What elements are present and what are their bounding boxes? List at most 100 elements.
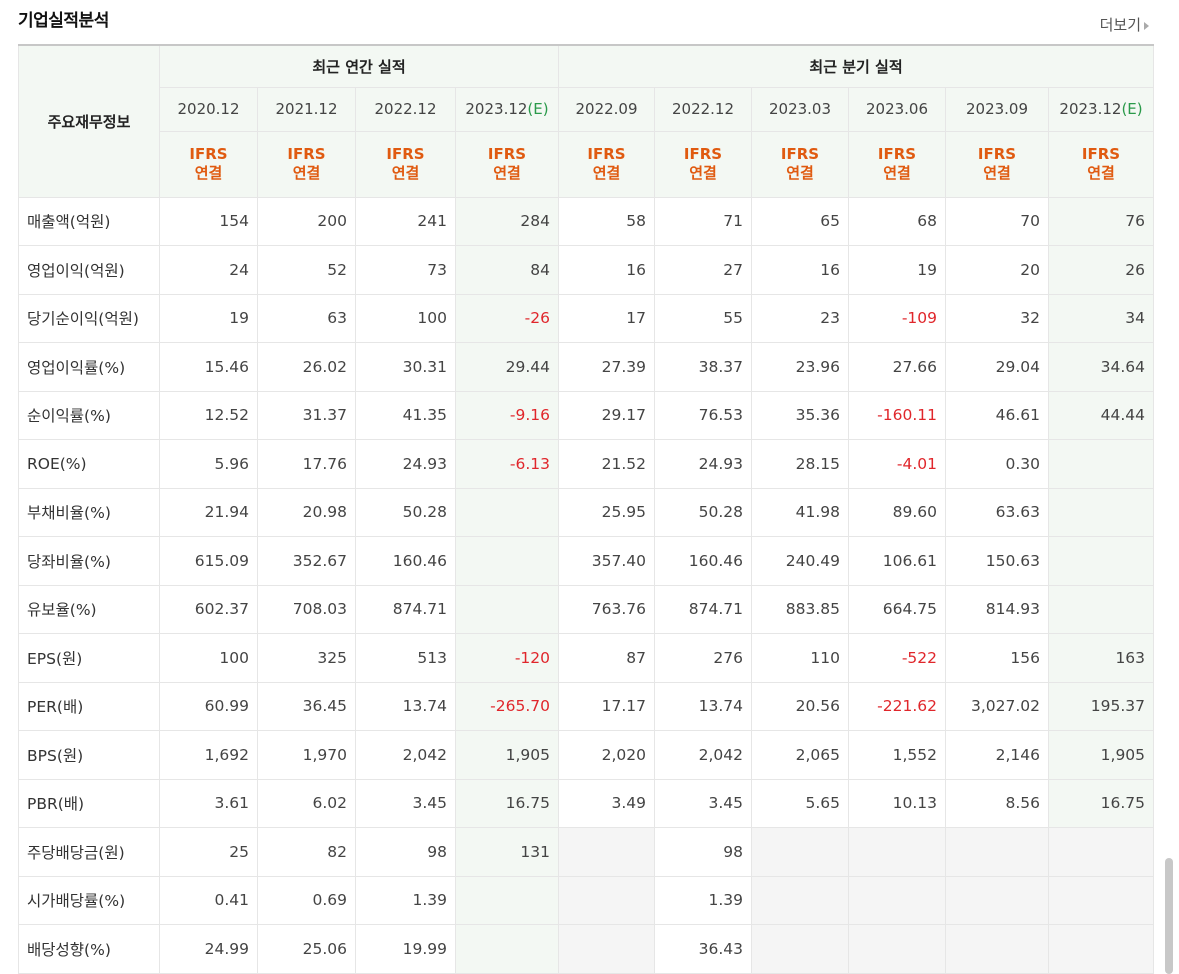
more-label: 더보기 <box>1099 16 1141 34</box>
table-cell: 0.41 <box>159 875 258 925</box>
ifrs-text: IFRS <box>780 145 820 163</box>
table-cell: 82 <box>257 827 356 877</box>
table-cell: 21.94 <box>159 487 258 537</box>
ifrs-text: IFRS <box>587 145 626 163</box>
table-cell: 27.39 <box>558 342 655 392</box>
table-cell: 38.37 <box>654 342 752 392</box>
table-cell: 883.85 <box>751 584 849 634</box>
table-cell <box>751 875 849 925</box>
table-cell <box>455 584 559 634</box>
table-cell: 3.45 <box>654 778 752 828</box>
table-cell: 21.52 <box>558 439 655 489</box>
ifrs-text: IFRS <box>189 145 228 163</box>
table-cell: 41.35 <box>355 390 456 440</box>
table-row: 주당배당금(원) 25 82 98 131 98 <box>18 827 1155 877</box>
period-label: 2023.09 <box>965 100 1029 118</box>
table-cell: 1.39 <box>355 875 456 925</box>
table-cell: 357.40 <box>558 536 655 586</box>
table-cell <box>455 536 559 586</box>
period-label: 2022.12 <box>374 100 437 118</box>
period-label: 2023.12 <box>465 100 528 118</box>
table-cell: 76.53 <box>654 390 752 440</box>
table-cell <box>1047 584 1155 634</box>
table-cell: 0.69 <box>257 875 356 925</box>
table-cell: 60.99 <box>159 681 258 731</box>
ifrs-text: IFRS <box>977 145 1017 163</box>
row-label: BPS(원) <box>18 730 160 780</box>
table-cell: 29.17 <box>558 390 655 440</box>
table-cell <box>455 875 559 925</box>
table-cell: 3.61 <box>159 778 258 828</box>
more-link[interactable]: 더보기 <box>1100 14 1149 35</box>
table-cell: 20 <box>945 245 1049 295</box>
ifrs-text: IFRS <box>683 145 723 163</box>
estimate-mark: (E) <box>1121 100 1143 118</box>
table-cell: 1.39 <box>654 875 752 925</box>
ifrs-label: IFRS 연결 <box>945 130 1049 198</box>
table-cell: 50.28 <box>355 487 456 537</box>
table-cell: 19 <box>159 293 258 343</box>
ifrs-label: IFRS 연결 <box>558 130 655 198</box>
row-label: 유보율(%) <box>18 584 160 634</box>
period-header: 2023.12(E) <box>455 86 559 132</box>
table-cell: 29.44 <box>455 342 559 392</box>
table-cell <box>558 875 655 925</box>
table-cell: 10.13 <box>848 778 946 828</box>
period-header: 2023.12(E) <box>1047 86 1155 132</box>
table-cell <box>945 875 1049 925</box>
ifrs-label: IFRS 연결 <box>257 130 356 198</box>
table-row: ROE(%) 5.96 17.76 24.93 -6.13 21.52 24.93 28.15… <box>18 439 1155 489</box>
table-cell: 6.02 <box>257 778 356 828</box>
table-cell: -4.01 <box>848 439 946 489</box>
period-header: 2021.12 <box>257 86 356 132</box>
table-row: EPS(원) 100 325 513 -120 87 276 110 -522 156 163 <box>18 633 1155 683</box>
ifrs-text: IFRS <box>877 145 917 163</box>
table-cell <box>1047 875 1155 925</box>
table-cell: 52 <box>257 245 356 295</box>
consolidated-text: 연결 <box>391 164 420 182</box>
ifrs-label: IFRS 연결 <box>159 130 258 198</box>
table-cell: 17.17 <box>558 681 655 731</box>
table-cell: 8.56 <box>945 778 1049 828</box>
table-cell: 20.98 <box>257 487 356 537</box>
table-cell <box>558 924 655 974</box>
table-cell: 874.71 <box>355 584 456 634</box>
table-cell: 13.74 <box>654 681 752 731</box>
table-cell: 27.66 <box>848 342 946 392</box>
financial-table: 주요재무정보 최근 연간 실적 최근 분기 실적 2020.12 2021.12 2… <box>18 44 1155 974</box>
table-cell: 1,905 <box>1047 730 1155 780</box>
table-cell: 55 <box>654 293 752 343</box>
table-row: 순이익률(%) 12.52 31.37 41.35 -9.16 29.17 76.53 35.… <box>18 390 1155 440</box>
table-cell <box>1047 439 1155 489</box>
scrollbar[interactable] <box>1165 858 1173 974</box>
table-cell: 84 <box>455 245 559 295</box>
ifrs-label: IFRS 연결 <box>654 130 752 198</box>
table-cell: 2,020 <box>558 730 655 780</box>
period-label: 2020.12 <box>177 100 240 118</box>
table-cell: 110 <box>751 633 849 683</box>
table-cell: -522 <box>848 633 946 683</box>
table-cell: 16.75 <box>1047 778 1155 828</box>
table-cell: 106.61 <box>848 536 946 586</box>
ifrs-label: IFRS 연결 <box>455 130 559 198</box>
table-cell: 34 <box>1047 293 1155 343</box>
table-cell: -109 <box>848 293 946 343</box>
table-cell: 16 <box>751 245 849 295</box>
table-cell: 17 <box>558 293 655 343</box>
table-cell: 71 <box>654 196 752 246</box>
table-cell: 12.52 <box>159 390 258 440</box>
table-cell: 3.45 <box>355 778 456 828</box>
period-header: 2023.09 <box>945 86 1049 132</box>
table-cell: 100 <box>355 293 456 343</box>
table-cell: 664.75 <box>848 584 946 634</box>
table-cell: 1,905 <box>455 730 559 780</box>
table-cell: -9.16 <box>455 390 559 440</box>
table-cell: 0.30 <box>945 439 1049 489</box>
ifrs-label: IFRS 연결 <box>355 130 456 198</box>
annual-header: 최근 연간 실적 <box>159 44 559 88</box>
consolidated-text: 연결 <box>1087 164 1115 182</box>
table-cell <box>848 924 946 974</box>
table-cell <box>751 924 849 974</box>
table-cell: 68 <box>848 196 946 246</box>
table-cell: -265.70 <box>455 681 559 731</box>
